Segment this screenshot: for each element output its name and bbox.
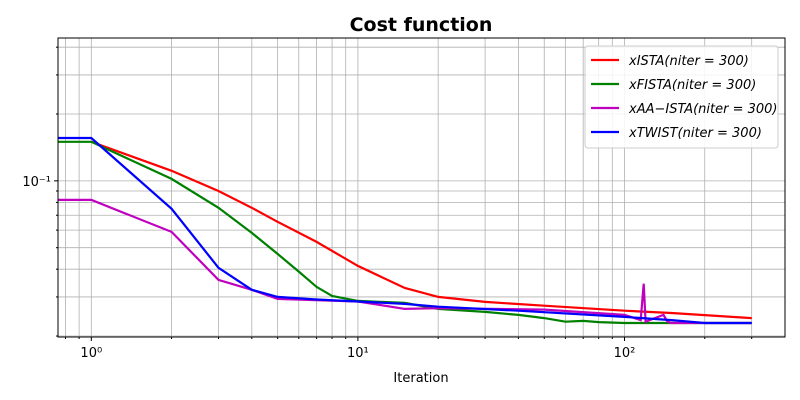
x-tick-label: 10² (614, 346, 636, 361)
lines (58, 136, 752, 325)
axes: 10⁰ 10¹ 10² 10⁻¹ (22, 46, 753, 361)
legend-label: xTWIST(niter = 300) (628, 126, 762, 141)
x-tick-label: 10⁰ (80, 346, 102, 361)
legend: xISTA(niter = 300) xFISTA(niter = 300) xAA… (584, 45, 779, 149)
series-line (58, 140, 752, 325)
legend-label: xISTA(niter = 300) (628, 54, 749, 69)
legend-box (584, 45, 779, 149)
chart-title: Cost function (350, 14, 493, 36)
series-line (90, 140, 752, 320)
y-tick-label: 10⁻¹ (22, 175, 51, 190)
x-tick-label: 10¹ (347, 346, 369, 361)
x-axis-label: Iteration (393, 371, 448, 386)
series-line (58, 136, 752, 325)
plot-frame (57, 37, 786, 338)
legend-label: xAA−ISTA(niter = 300) (628, 102, 778, 117)
legend-label: xFISTA(niter = 300) (628, 78, 756, 93)
